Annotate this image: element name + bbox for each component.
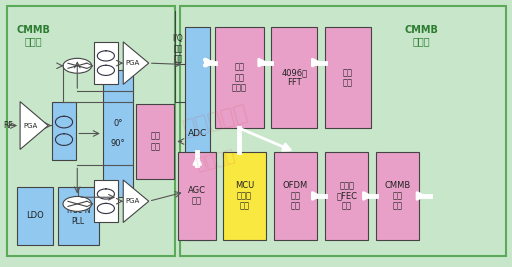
Text: 解映射
及FEC
解码: 解映射 及FEC 解码 [336, 181, 357, 211]
Text: CMMB
调谐器: CMMB 调谐器 [16, 25, 50, 46]
Text: 控制
逻辑: 控制 逻辑 [150, 132, 160, 151]
Text: I/Q
差分
信号: I/Q 差分 信号 [173, 34, 183, 63]
FancyBboxPatch shape [180, 6, 506, 256]
Polygon shape [20, 102, 48, 150]
Text: OFDM
符号
处理: OFDM 符号 处理 [283, 181, 308, 211]
FancyBboxPatch shape [178, 152, 216, 240]
FancyBboxPatch shape [94, 42, 118, 84]
Text: CMMB
解调器: CMMB 解调器 [404, 25, 438, 46]
FancyBboxPatch shape [215, 27, 264, 128]
Polygon shape [123, 42, 149, 84]
FancyBboxPatch shape [17, 187, 53, 245]
Text: MCU
及控制
固件: MCU 及控制 固件 [235, 181, 254, 211]
Text: 电子发烧友: 电子发烧友 [180, 102, 250, 139]
Text: Frac-N
PLL: Frac-N PLL [66, 206, 91, 226]
FancyBboxPatch shape [274, 152, 317, 240]
Text: 4096点
FFT: 4096点 FFT [281, 68, 307, 87]
Circle shape [63, 58, 92, 73]
Text: ADC: ADC [188, 129, 207, 138]
Text: PGA: PGA [24, 123, 38, 128]
FancyBboxPatch shape [325, 152, 368, 240]
Text: 信标
处理: 信标 处理 [343, 68, 353, 87]
FancyBboxPatch shape [94, 180, 118, 222]
FancyBboxPatch shape [376, 152, 419, 240]
FancyBboxPatch shape [223, 152, 266, 240]
Text: AGC
控制: AGC 控制 [188, 186, 206, 206]
Circle shape [63, 197, 92, 211]
FancyBboxPatch shape [58, 187, 99, 245]
FancyBboxPatch shape [271, 27, 317, 128]
Text: RF: RF [3, 121, 13, 130]
Text: PGA: PGA [126, 198, 140, 204]
Polygon shape [123, 180, 149, 222]
FancyBboxPatch shape [325, 27, 371, 128]
FancyBboxPatch shape [184, 27, 210, 240]
Text: CMMB
码流
输出: CMMB 码流 输出 [385, 181, 411, 211]
FancyBboxPatch shape [52, 102, 76, 160]
Text: PGA: PGA [126, 60, 140, 66]
FancyBboxPatch shape [136, 104, 174, 179]
FancyBboxPatch shape [7, 6, 175, 256]
FancyBboxPatch shape [103, 70, 134, 197]
Text: 频率
跟踪
及校正: 频率 跟踪 及校正 [232, 63, 247, 93]
Text: 0°

90°: 0° 90° [111, 119, 125, 148]
Text: 版权所有: 版权所有 [194, 146, 237, 174]
Text: LDO: LDO [26, 211, 44, 220]
